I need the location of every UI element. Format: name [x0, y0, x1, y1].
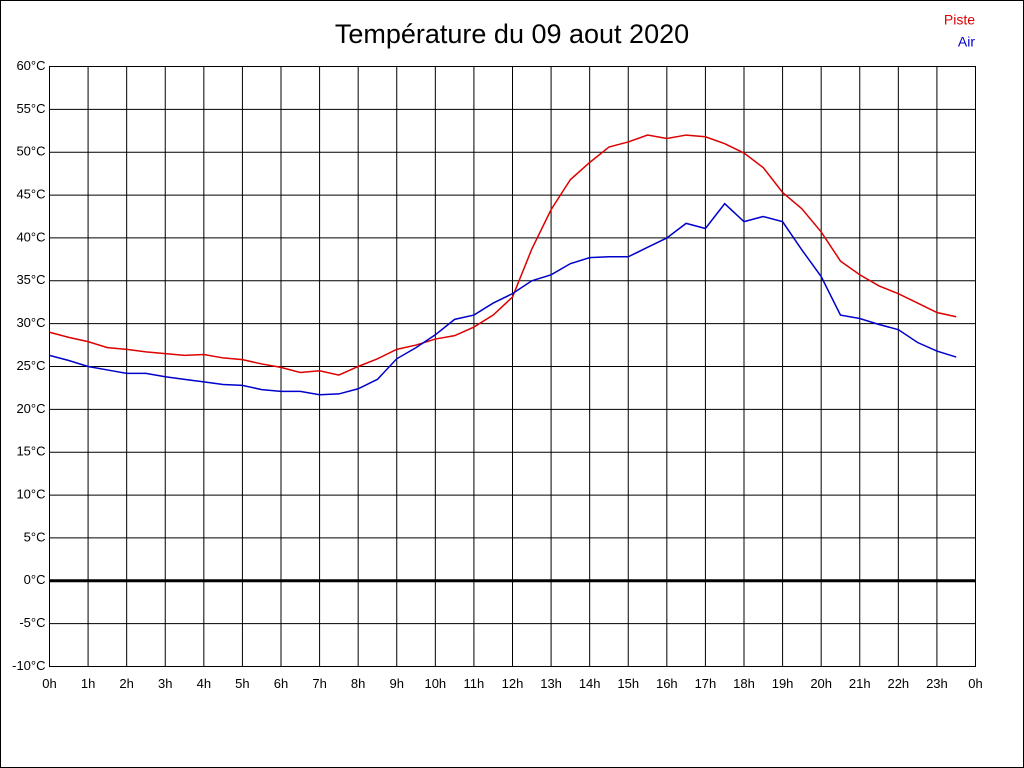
- x-tick-label: 5h: [235, 676, 249, 691]
- x-tick-label: 3h: [158, 676, 172, 691]
- y-tick-label: 25°C: [16, 358, 45, 373]
- x-tick-label: 19h: [772, 676, 794, 691]
- x-tick-label: 17h: [695, 676, 717, 691]
- y-tick-label: 50°C: [16, 144, 45, 159]
- series-line: [49, 134, 957, 376]
- x-tick-label: 10h: [424, 676, 446, 691]
- x-tick-label: 6h: [274, 676, 288, 691]
- y-tick-label: -5°C: [19, 615, 45, 630]
- x-tick-label: 1h: [81, 676, 95, 691]
- y-tick-label: 45°C: [16, 187, 45, 202]
- x-tick-label: 0h: [968, 676, 982, 691]
- y-tick-label: 20°C: [16, 401, 45, 416]
- y-tick-label: 35°C: [16, 272, 45, 287]
- y-tick-label: 55°C: [16, 101, 45, 116]
- x-tick-label: 2h: [119, 676, 133, 691]
- x-tick-label: 21h: [849, 676, 871, 691]
- x-tick-label: 13h: [540, 676, 562, 691]
- x-tick-label: 15h: [617, 676, 639, 691]
- x-tick-label: 0h: [42, 676, 56, 691]
- x-tick-label: 12h: [502, 676, 524, 691]
- legend-entry: Piste: [944, 12, 975, 28]
- x-tick-label: 22h: [887, 676, 909, 691]
- y-tick-label: 0°C: [24, 572, 46, 587]
- y-tick-label: -10°C: [12, 658, 45, 673]
- legend-entry: Air: [958, 34, 975, 50]
- x-tick-label: 11h: [464, 676, 485, 691]
- x-tick-label: 16h: [656, 676, 678, 691]
- x-tick-label: 8h: [351, 676, 365, 691]
- x-tick-label: 23h: [926, 676, 948, 691]
- y-tick-label: 30°C: [16, 315, 45, 330]
- chart-title: Température du 09 aout 2020: [335, 19, 689, 49]
- y-tick-label: 60°C: [16, 58, 45, 73]
- series-line: [49, 202, 957, 396]
- y-tick-label: 5°C: [24, 529, 46, 544]
- y-tick-label: 10°C: [16, 487, 45, 502]
- x-tick-label: 14h: [579, 676, 601, 691]
- x-tick-label: 4h: [197, 676, 211, 691]
- x-tick-label: 18h: [733, 676, 755, 691]
- x-tick-label: 7h: [312, 676, 326, 691]
- y-tick-label: 40°C: [16, 229, 45, 244]
- y-tick-label: 15°C: [16, 444, 45, 459]
- x-tick-label: 9h: [390, 676, 404, 691]
- x-tick-label: 20h: [810, 676, 832, 691]
